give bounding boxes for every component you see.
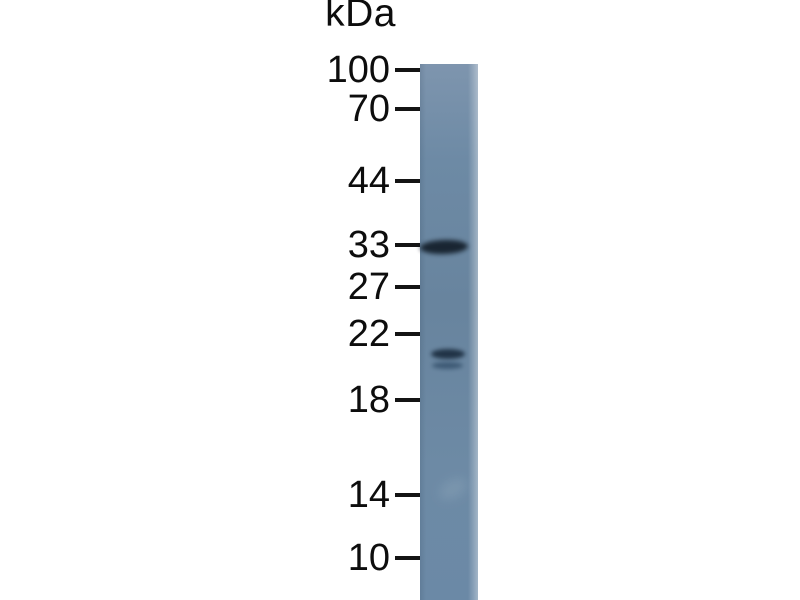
mw-marker-tick [395,493,420,497]
mw-marker-tick [395,243,420,247]
mw-marker-label: 22 [347,313,390,355]
band-21kda-upper [431,349,465,359]
mw-marker-tick [395,285,420,289]
mw-marker-18: 18 [0,381,420,419]
mw-marker-tick [395,332,420,336]
blot-lane [420,64,478,600]
mw-marker-14: 14 [0,476,420,514]
mw-marker-tick [395,179,420,183]
mw-marker-label: 33 [347,224,390,266]
mw-marker-label: 14 [347,474,390,516]
mw-marker-label: 44 [347,160,390,202]
mw-marker-label: 18 [347,379,390,421]
mw-marker-44: 44 [0,162,420,200]
mw-marker-10: 10 [0,539,420,577]
band-20kda-lower [432,362,463,369]
mw-marker-27: 27 [0,268,420,306]
mw-marker-70: 70 [0,90,420,128]
mw-marker-33: 33 [0,226,420,264]
mw-marker-label: 100 [326,49,390,91]
kda-unit-label: kDa [325,0,396,35]
mw-marker-100: 100 [0,51,420,89]
mw-marker-tick [395,107,420,111]
mw-marker-label: 70 [347,88,390,130]
mw-marker-tick [395,556,420,560]
mw-marker-tick [395,68,420,72]
mw-marker-tick [395,398,420,402]
mw-marker-label: 10 [347,537,390,579]
mw-marker-label: 27 [347,266,390,308]
mw-marker-22: 22 [0,315,420,353]
